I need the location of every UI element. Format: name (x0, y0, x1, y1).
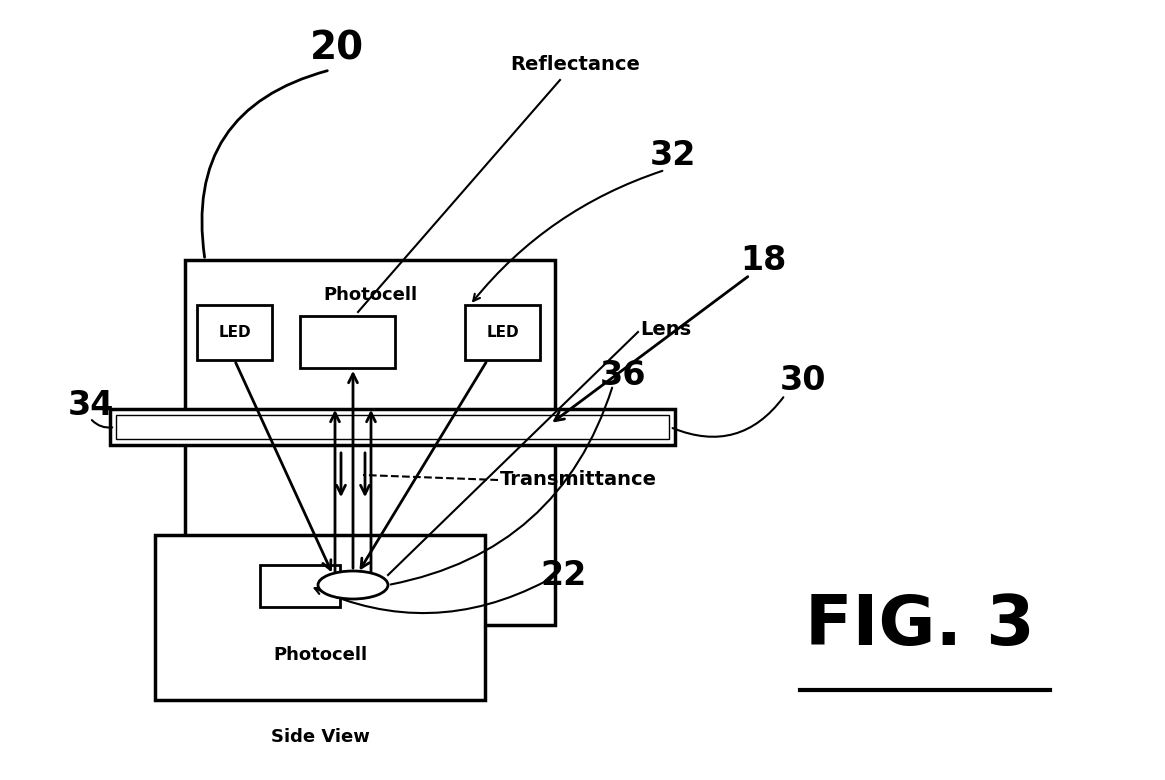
Text: 36: 36 (600, 359, 647, 392)
Text: Transmittance: Transmittance (500, 470, 657, 489)
Bar (197, 305, 271, 360)
Text: 32: 32 (650, 139, 697, 172)
Bar (155, 535, 485, 700)
Text: Photocell: Photocell (323, 286, 417, 304)
Ellipse shape (318, 571, 388, 599)
Text: Photocell: Photocell (273, 646, 367, 664)
Text: 34: 34 (68, 389, 114, 422)
Bar (116, 415, 669, 439)
Text: 18: 18 (740, 244, 786, 277)
Bar (185, 260, 555, 625)
Text: 22: 22 (541, 559, 586, 592)
Bar (185, 260, 318, 625)
Text: FIG. 3: FIG. 3 (805, 591, 1035, 658)
Bar (465, 305, 541, 360)
Text: Reflectance: Reflectance (510, 55, 640, 74)
Bar (110, 409, 675, 445)
Text: Lens: Lens (640, 320, 691, 339)
Text: Side View: Side View (270, 728, 369, 746)
Bar (260, 565, 340, 607)
Text: LED: LED (218, 325, 250, 340)
Text: 20: 20 (310, 30, 365, 68)
Text: 30: 30 (781, 364, 826, 397)
Bar (185, 260, 318, 625)
Text: LED: LED (486, 325, 518, 340)
Bar (301, 316, 395, 368)
